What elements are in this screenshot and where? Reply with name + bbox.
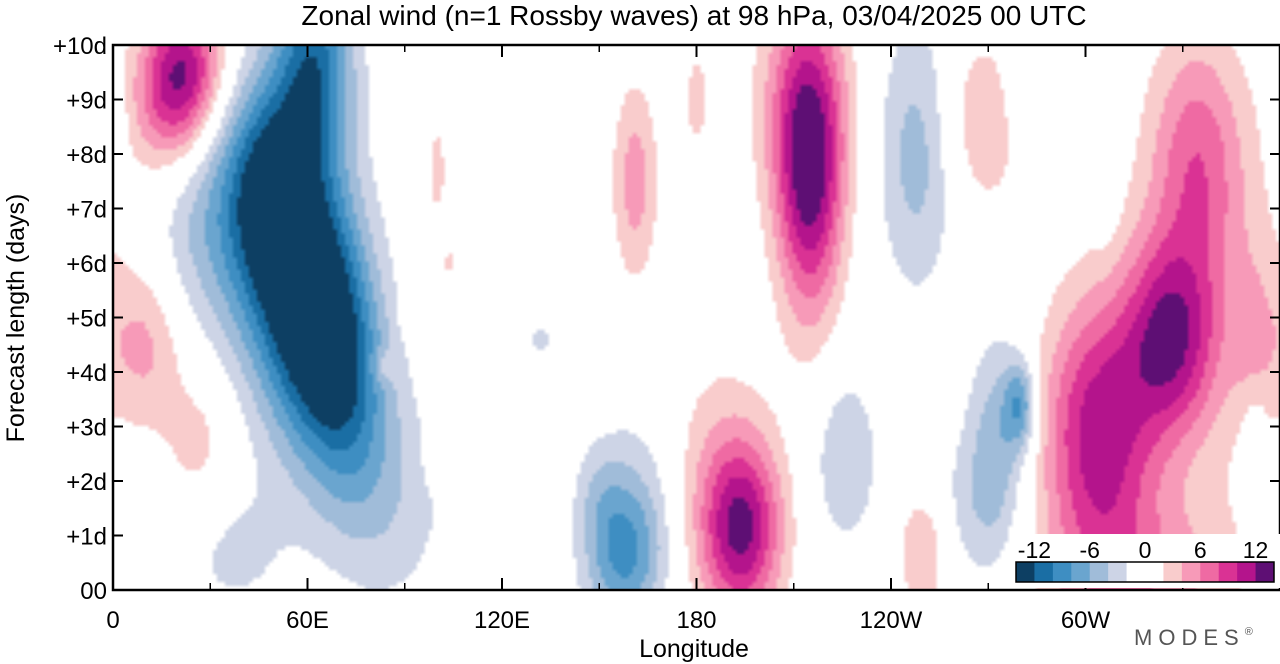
colorbar-swatch (1016, 562, 1035, 582)
colorbar-swatch (1126, 562, 1146, 582)
y-tick-label: 00 (80, 578, 107, 605)
y-tick-label: +6d (66, 251, 107, 278)
y-tick-label: +9d (66, 88, 107, 115)
chart-title: Zonal wind (n=1 Rossby waves) at 98 hPa,… (301, 0, 1086, 31)
colorbar-swatch (1218, 562, 1238, 582)
y-tick-label: +8d (66, 142, 107, 169)
colorbar-swatch (1163, 562, 1183, 582)
colorbar-swatch (1255, 562, 1275, 582)
colorbar-swatch (1145, 562, 1164, 582)
colorbar-swatch (1089, 562, 1109, 582)
colorbar-frame (1015, 561, 1275, 583)
x-axis: 0 60E 120E 180 120W 60W (106, 45, 1184, 634)
y-axis-label: Forecast length (days) (2, 194, 30, 443)
colorbar-swatch (1237, 562, 1257, 582)
x-axis-label: Longitude (639, 635, 749, 663)
colorbar-swatch (1200, 562, 1220, 582)
colorbar-swatch (1052, 562, 1072, 582)
colorbar-swatch (1034, 562, 1054, 582)
y-tick-label: +7d (66, 197, 107, 224)
x-tick-label: 120E (474, 607, 530, 634)
x-tick-label: 60W (1061, 607, 1111, 634)
y-tick-label: +5d (66, 306, 107, 333)
wind-field-heatmap (113, 45, 1280, 590)
colorbar-tick-label: -12 (1018, 537, 1051, 563)
colorbar: -12 -6 0 6 12 (1010, 534, 1280, 588)
y-tick-label: +10d (53, 33, 107, 60)
plot-area (111, 43, 1280, 592)
x-tick-label: 60E (286, 607, 329, 634)
colorbar-swatch (1181, 562, 1201, 582)
modes-logo: MODES® (1134, 625, 1253, 650)
y-tick-label: +4d (66, 360, 107, 387)
x-tick-label: 0 (106, 607, 119, 634)
colorbar-tick-label: -6 (1079, 537, 1099, 563)
y-tick-label: +2d (66, 469, 107, 496)
x-tick-label: 180 (676, 607, 716, 634)
x-tick-label: 120W (860, 607, 923, 634)
y-tick-label: +1d (66, 524, 107, 551)
colorbar-swatch (1108, 562, 1128, 582)
registered-mark: ® (1245, 626, 1253, 638)
colorbar-tick-label: 12 (1243, 537, 1269, 563)
y-tick-label: +3d (66, 415, 107, 442)
colorbar-swatch (1071, 562, 1091, 582)
colorbar-tick-label: 0 (1139, 537, 1152, 563)
colorbar-tick-label: 6 (1194, 537, 1207, 563)
y-axis: 00 +1d +2d +3d +4d +5d +6d +7d +8d +9d +10d (53, 33, 1280, 605)
